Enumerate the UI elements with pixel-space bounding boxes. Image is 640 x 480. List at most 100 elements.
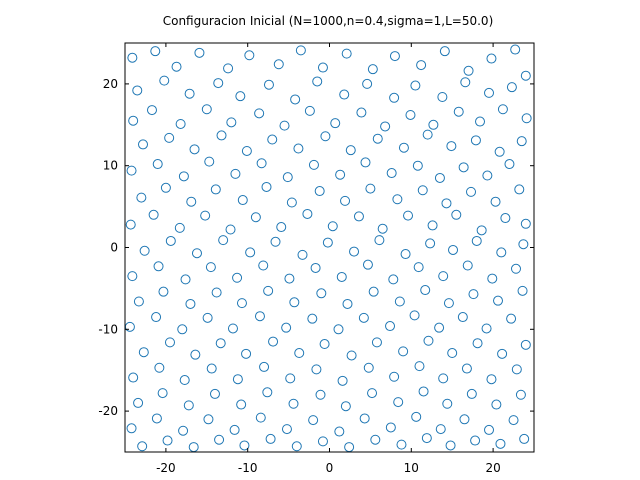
particle-marker — [403, 210, 414, 221]
particle-marker — [282, 172, 293, 183]
particle-marker — [148, 209, 159, 220]
particle-marker — [320, 131, 331, 142]
particle-marker — [259, 361, 270, 372]
particle-marker — [201, 104, 212, 115]
particle-marker — [349, 246, 360, 257]
particle-marker — [273, 59, 284, 70]
particle-marker — [508, 415, 519, 426]
particle-marker — [344, 442, 355, 453]
particle-marker — [225, 224, 236, 235]
particle-marker — [340, 401, 351, 412]
particle-marker — [434, 172, 445, 183]
particle-marker — [359, 413, 370, 424]
x-tick-label: 10 — [404, 461, 419, 475]
particle-marker — [138, 139, 148, 150]
particle-marker — [497, 104, 508, 115]
particle-marker — [393, 397, 404, 408]
particle-marker — [315, 389, 326, 400]
particle-marker — [255, 412, 266, 423]
particle-marker — [177, 324, 188, 335]
particle-marker — [409, 310, 420, 321]
particle-marker — [506, 313, 517, 324]
particle-marker — [345, 145, 356, 156]
particle-marker — [445, 440, 456, 451]
particle-marker — [178, 171, 189, 182]
particle-marker — [132, 85, 143, 96]
particle-marker — [365, 183, 376, 194]
particle-marker — [468, 289, 479, 300]
particle-marker — [463, 65, 474, 76]
particle-marker — [333, 324, 344, 335]
particle-marker — [297, 249, 308, 260]
particle-marker — [427, 220, 438, 231]
particle-marker — [476, 225, 487, 236]
particle-marker — [447, 348, 458, 359]
particle-marker — [435, 424, 446, 435]
particle-marker — [136, 192, 147, 203]
particle-marker — [448, 244, 459, 255]
particle-marker — [232, 272, 243, 283]
particle-marker — [185, 298, 196, 309]
particle-marker — [151, 312, 162, 323]
particle-marker — [418, 386, 429, 397]
particle-marker — [405, 109, 416, 120]
particle-marker — [227, 323, 238, 334]
particle-marker — [425, 238, 436, 249]
particle-marker — [317, 436, 328, 447]
particle-marker — [291, 441, 302, 452]
x-tick-label: -10 — [238, 461, 258, 475]
particle-marker — [515, 389, 526, 400]
particle-marker — [398, 142, 409, 153]
particle-marker — [423, 335, 434, 346]
particle-marker — [124, 321, 135, 332]
particle-marker — [304, 105, 315, 116]
x-tick-label: 20 — [485, 461, 500, 475]
particle-marker — [178, 425, 189, 436]
particle-marker — [453, 106, 464, 117]
particle-marker — [482, 170, 493, 181]
particle-marker — [290, 94, 301, 105]
particle-marker — [341, 48, 352, 59]
particle-marker — [267, 134, 278, 145]
particle-marker — [339, 89, 350, 100]
particle-marker — [374, 235, 385, 246]
particle-marker — [286, 197, 297, 208]
particle-marker — [226, 117, 237, 128]
y-tick-label: 20 — [103, 77, 118, 91]
particle-marker — [491, 399, 502, 410]
particle-marker — [466, 186, 477, 197]
particle-marker — [218, 235, 229, 246]
particle-marker — [293, 143, 304, 154]
particle-marker — [127, 271, 138, 282]
particle-marker — [459, 414, 470, 425]
particle-marker — [268, 336, 279, 347]
particle-marker — [254, 311, 265, 322]
particle-marker — [371, 337, 382, 348]
particle-marker — [441, 198, 452, 209]
particle-marker — [506, 82, 517, 93]
particle-marker — [157, 388, 168, 399]
particle-marker — [236, 298, 247, 309]
particle-marker — [411, 411, 422, 422]
particle-marker — [396, 439, 407, 450]
particle-marker — [239, 440, 250, 451]
particle-marker — [327, 221, 338, 232]
particle-marker — [204, 156, 215, 167]
particle-marker — [486, 374, 497, 385]
particle-marker — [487, 273, 498, 284]
particle-marker — [210, 184, 221, 195]
particle-marker — [385, 422, 396, 433]
particle-marker — [439, 46, 450, 57]
particle-marker — [159, 75, 170, 86]
particle-marker — [308, 415, 319, 426]
particle-marker — [289, 297, 300, 308]
particle-marker — [386, 168, 397, 179]
particle-marker — [511, 364, 522, 375]
marker-layer — [124, 44, 532, 453]
particle-marker — [471, 235, 482, 246]
particle-marker — [241, 348, 252, 359]
particle-marker — [443, 298, 454, 309]
particle-marker — [481, 323, 492, 334]
particle-marker — [495, 438, 506, 449]
particle-marker — [484, 87, 495, 98]
